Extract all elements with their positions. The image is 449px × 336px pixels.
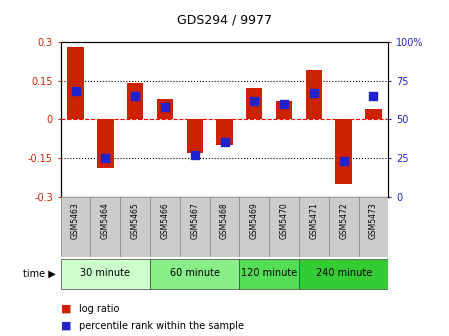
Bar: [150, 259, 239, 289]
Point: [310, 90, 317, 96]
Text: 60 minute: 60 minute: [170, 268, 220, 278]
Point: [191, 152, 198, 158]
Bar: [61, 259, 150, 289]
Bar: [239, 259, 299, 289]
Point: [102, 155, 109, 161]
Point: [340, 158, 347, 164]
Bar: [120, 197, 150, 257]
Text: GSM5464: GSM5464: [101, 203, 110, 239]
Bar: [210, 197, 239, 257]
Bar: [180, 197, 210, 257]
Text: GSM5472: GSM5472: [339, 203, 348, 239]
Text: GSM5466: GSM5466: [160, 203, 169, 239]
Bar: [150, 197, 180, 257]
Text: GSM5467: GSM5467: [190, 203, 199, 239]
Bar: [335, 119, 352, 184]
Bar: [276, 101, 292, 119]
Bar: [365, 109, 382, 119]
Point: [370, 93, 377, 99]
Text: log ratio: log ratio: [79, 304, 119, 314]
Point: [221, 140, 228, 145]
Bar: [269, 197, 299, 257]
Text: GSM5463: GSM5463: [71, 203, 80, 239]
Text: ■: ■: [61, 304, 71, 314]
Point: [161, 104, 168, 110]
Bar: [246, 88, 263, 119]
Text: GSM5471: GSM5471: [309, 203, 318, 239]
Bar: [329, 197, 359, 257]
Bar: [299, 197, 329, 257]
Text: GSM5465: GSM5465: [131, 203, 140, 239]
Bar: [97, 119, 114, 168]
Bar: [359, 197, 388, 257]
Bar: [299, 259, 388, 289]
Bar: [306, 70, 322, 119]
Bar: [61, 197, 90, 257]
Text: GSM5468: GSM5468: [220, 203, 229, 239]
Bar: [157, 99, 173, 119]
Bar: [67, 47, 84, 119]
Bar: [216, 119, 233, 145]
Bar: [127, 83, 143, 119]
Text: 30 minute: 30 minute: [80, 268, 130, 278]
Text: percentile rank within the sample: percentile rank within the sample: [79, 321, 243, 331]
Text: GSM5470: GSM5470: [280, 203, 289, 239]
Text: ■: ■: [61, 321, 71, 331]
Point: [72, 89, 79, 94]
Text: GSM5473: GSM5473: [369, 203, 378, 239]
Point: [132, 93, 139, 99]
Bar: [90, 197, 120, 257]
Text: 120 minute: 120 minute: [241, 268, 297, 278]
Bar: [239, 197, 269, 257]
Text: GSM5469: GSM5469: [250, 203, 259, 239]
Text: time ▶: time ▶: [23, 269, 56, 279]
Bar: [186, 119, 203, 153]
Text: 240 minute: 240 minute: [316, 268, 372, 278]
Point: [281, 101, 288, 107]
Text: GDS294 / 9977: GDS294 / 9977: [177, 13, 272, 27]
Point: [251, 98, 258, 103]
